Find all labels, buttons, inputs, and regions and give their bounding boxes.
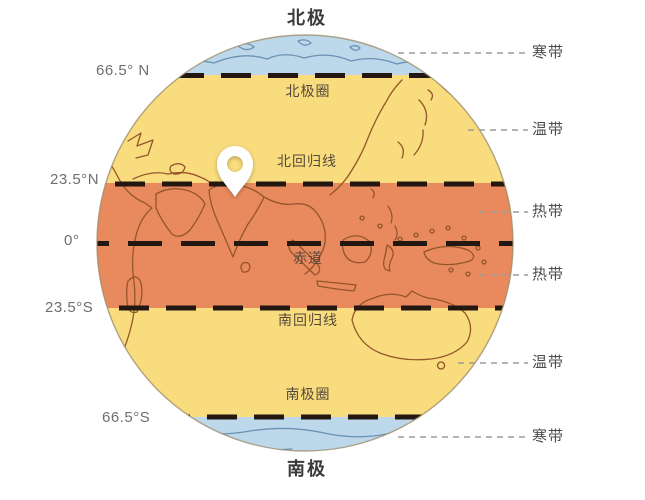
africa-outline (99, 149, 153, 378)
borneo-outline (341, 235, 372, 264)
zone-south-temperate-label: 温带 (532, 354, 565, 371)
zone-north-temperate-label: 温带 (532, 121, 565, 138)
australia-outline (351, 290, 472, 361)
equator-label: 赤道 (293, 250, 323, 266)
caspian-outline (169, 163, 186, 175)
location-pin-icon (217, 146, 253, 197)
indochina-outline (263, 196, 326, 275)
japan-outline (413, 89, 434, 156)
china-coast-outline (329, 79, 403, 196)
tasmania-outline (436, 361, 446, 370)
zone-north-frigid-label: 寒带 (532, 44, 565, 61)
madagascar-outline (126, 276, 143, 314)
philippines-outline (387, 205, 398, 241)
latitude-66s-label: 66.5°S (102, 409, 151, 426)
taiwan-outline (370, 188, 375, 199)
sulawesi-outline (382, 244, 394, 272)
arctic-coast-outline (152, 54, 448, 74)
java-outline (316, 280, 357, 292)
leader-lines (398, 52, 528, 438)
north-pole-label: 北极 (287, 8, 327, 28)
tropic-of-cancer-label: 北回归线 (277, 153, 337, 169)
arctic-circle-label: 北极圈 (285, 83, 331, 99)
korea-outline (397, 141, 404, 159)
zone-south-frigid-label: 寒带 (532, 428, 565, 445)
continent-outlines (99, 62, 487, 378)
small-islands-outline (359, 215, 487, 277)
latitude-0-label: 0° (64, 232, 80, 249)
south-pole-label: 南极 (287, 459, 327, 479)
europe-outline (127, 132, 154, 159)
new-guinea-outline (423, 245, 475, 266)
zone-south-tropical-label: 热带 (532, 266, 565, 283)
eurasia-coast-outline (132, 171, 212, 185)
latitude-23s-label: 23.5°S (45, 299, 94, 316)
latitude-66n-label: 66.5° N (96, 62, 150, 79)
globe-rim (96, 34, 514, 452)
antarctic-circle-label: 南极圈 (285, 386, 331, 402)
zone-north-tropical-label: 热带 (532, 203, 565, 220)
latitude-23n-label: 23.5°N (50, 171, 100, 188)
sri-lanka-outline (240, 261, 251, 273)
arabia-outline (155, 188, 206, 237)
tropic-of-capricorn-label: 南回归线 (278, 312, 338, 328)
